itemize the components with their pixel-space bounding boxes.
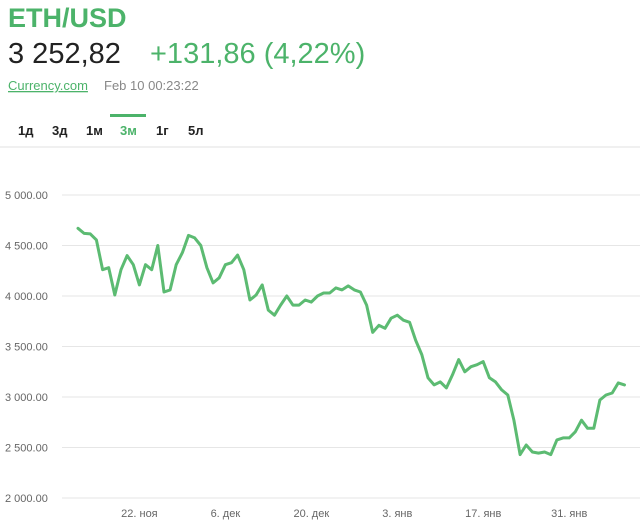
y-tick-label: 2 000.00 xyxy=(5,493,48,505)
range-tab[interactable]: 3м xyxy=(120,123,137,138)
x-tick-label: 3. янв xyxy=(382,508,412,520)
x-tick-label: 6. дек xyxy=(211,508,241,520)
range-tabs: 1д 3д 1м 3м 1г 5л xyxy=(18,114,204,138)
range-tab[interactable]: 3д xyxy=(52,123,68,138)
pair-title: ETH/USD xyxy=(8,3,127,33)
price-line xyxy=(76,226,626,457)
x-tick-label: 20. дек xyxy=(293,508,329,520)
y-tick-label: 4 500.00 xyxy=(5,241,48,253)
x-tick-label: 17. янв xyxy=(465,508,501,520)
y-tick-label: 5 000.00 xyxy=(5,190,48,202)
source-link[interactable]: Currency.com xyxy=(8,78,88,93)
timestamp: Feb 10 00:23:22 xyxy=(104,78,199,93)
price-change: +131,86 (4,22%) xyxy=(150,38,365,70)
range-tab[interactable]: 5л xyxy=(188,123,204,138)
range-tab[interactable]: 1г xyxy=(156,123,169,138)
price: 3 252,82 xyxy=(8,38,121,70)
x-tick-label: 22. ноя xyxy=(121,508,158,520)
y-tick-label: 3 000.00 xyxy=(5,392,48,404)
plot: 2 000.00 2 500.00 3 000.00 3 500.00 4 000.00… xyxy=(5,190,640,520)
y-tick-label: 4 000.00 xyxy=(5,291,48,303)
range-tab[interactable]: 1м xyxy=(86,123,103,138)
y-tick-label: 3 500.00 xyxy=(5,342,48,354)
range-tab[interactable]: 1д xyxy=(18,123,34,138)
active-tab-underline xyxy=(110,114,146,117)
x-tick-label: 31. янв xyxy=(551,508,587,520)
y-tick-label: 2 500.00 xyxy=(5,443,48,455)
